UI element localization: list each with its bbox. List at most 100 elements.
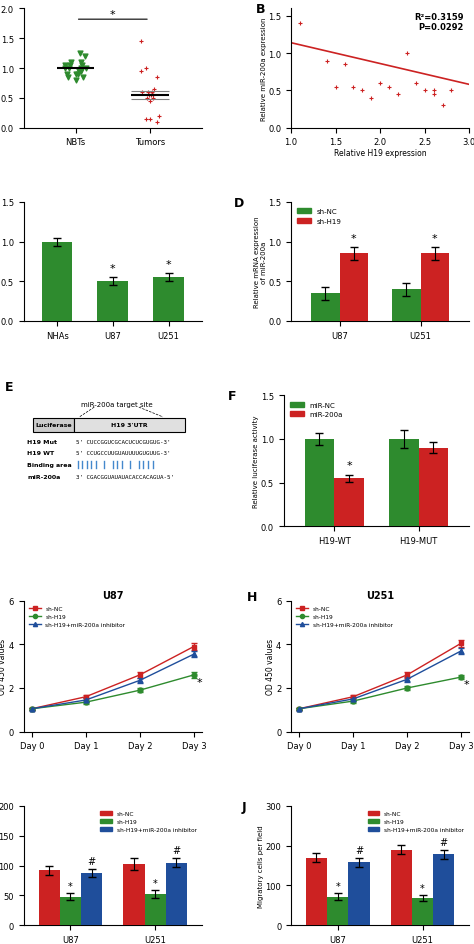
Point — [81, 49, 89, 64]
Point — [296, 17, 304, 32]
Text: 5' CUCCGGUCGCACUCUCGUGUG-3': 5' CUCCGGUCGCACUCUCGUGUG-3' — [76, 439, 170, 445]
Text: *: * — [335, 881, 340, 891]
Point — [65, 61, 73, 76]
Text: *: * — [197, 678, 202, 687]
Point — [76, 64, 83, 79]
Bar — [166, 863, 187, 925]
Point — [358, 84, 366, 99]
Point — [77, 56, 85, 71]
Bar — [74, 418, 185, 432]
Point — [138, 85, 146, 100]
Point — [367, 92, 375, 107]
Text: *: * — [110, 264, 116, 274]
Text: #: # — [440, 837, 448, 848]
Text: *: * — [153, 878, 158, 887]
Point — [332, 80, 339, 95]
Text: #: # — [355, 845, 363, 855]
Point — [350, 80, 357, 95]
Bar — [340, 254, 368, 322]
Legend: sh-NC, sh-H19: sh-NC, sh-H19 — [294, 206, 345, 228]
Bar — [391, 850, 412, 925]
Text: R²=0.3159
P=0.0292: R²=0.3159 P=0.0292 — [414, 13, 464, 32]
Point — [323, 54, 330, 69]
Text: H19 3'UTR: H19 3'UTR — [111, 423, 148, 428]
Bar — [153, 278, 184, 322]
Point — [61, 59, 68, 74]
Title: U251: U251 — [366, 590, 394, 600]
Point — [146, 112, 154, 127]
Text: H: H — [246, 591, 257, 603]
Point — [137, 64, 145, 79]
Bar — [306, 858, 327, 925]
Text: *: * — [346, 461, 352, 471]
Point — [148, 85, 156, 100]
Point — [137, 35, 145, 50]
Point — [153, 115, 161, 130]
Bar — [81, 873, 102, 925]
Text: F: F — [228, 389, 237, 402]
Bar — [123, 864, 145, 925]
Bar — [419, 448, 448, 527]
Bar — [334, 479, 364, 527]
Y-axis label: OD 450 values: OD 450 values — [0, 638, 7, 695]
Bar — [42, 243, 73, 322]
Point — [79, 70, 86, 85]
Point — [64, 70, 72, 85]
Legend: sh-NC, sh-H19, sh-H19+miR-200a inhibitor: sh-NC, sh-H19, sh-H19+miR-200a inhibitor — [27, 604, 128, 630]
Point — [146, 94, 154, 110]
Point — [142, 112, 150, 127]
Text: Luciferase: Luciferase — [35, 423, 72, 428]
Legend: sh-NC, sh-H19, sh-H19+miR-200a inhibitor: sh-NC, sh-H19, sh-H19+miR-200a inhibitor — [98, 809, 199, 834]
Text: 3' CGACGGUAUAUACACCACAGUA-5': 3' CGACGGUAUAUACACCACAGUA-5' — [76, 475, 173, 480]
Bar — [389, 440, 419, 527]
Bar — [33, 418, 74, 432]
Bar — [311, 294, 340, 322]
Y-axis label: Relative luciferase activity: Relative luciferase activity — [254, 415, 259, 508]
Point — [75, 64, 82, 79]
Text: *: * — [420, 883, 425, 893]
Text: D: D — [234, 196, 244, 210]
Bar — [145, 894, 166, 925]
Point — [439, 98, 447, 113]
Bar — [38, 870, 60, 925]
Point — [147, 88, 155, 103]
Point — [67, 56, 75, 71]
Text: #: # — [173, 846, 181, 855]
Bar — [305, 440, 334, 527]
Point — [72, 67, 80, 82]
Bar — [348, 863, 370, 925]
Point — [421, 84, 428, 99]
Point — [155, 109, 163, 124]
Text: *: * — [68, 881, 73, 890]
Point — [63, 67, 70, 82]
Y-axis label: Relative miR-200a expression: Relative miR-200a expression — [261, 17, 267, 121]
Bar — [412, 898, 433, 925]
Text: 5' CCUGCCUUGUAUUUUGUGUUG-3': 5' CCUGCCUUGUAUUUUGUGUUG-3' — [76, 451, 170, 456]
Text: B: B — [255, 4, 265, 16]
Text: Binding area: Binding area — [27, 463, 72, 468]
Bar — [420, 254, 449, 322]
Point — [430, 88, 438, 103]
X-axis label: Relative H19 expression: Relative H19 expression — [334, 148, 427, 158]
Text: H19 WT: H19 WT — [27, 451, 55, 456]
Point — [74, 67, 82, 82]
Legend: sh-NC, sh-H19, sh-H19+miR-200a inhibitor: sh-NC, sh-H19, sh-H19+miR-200a inhibitor — [294, 604, 395, 630]
Point — [82, 61, 90, 76]
Point — [341, 58, 348, 73]
Bar — [433, 854, 455, 925]
Bar — [98, 282, 128, 322]
Point — [376, 76, 384, 92]
Point — [145, 85, 152, 100]
Point — [430, 84, 438, 99]
Bar — [327, 897, 348, 925]
Y-axis label: OD 450 values: OD 450 values — [265, 638, 274, 695]
Text: *: * — [464, 680, 469, 689]
Point — [150, 82, 158, 97]
Point — [403, 46, 410, 61]
Legend: sh-NC, sh-H19, sh-H19+miR-200a inhibitor: sh-NC, sh-H19, sh-H19+miR-200a inhibitor — [365, 809, 466, 834]
Point — [77, 61, 84, 76]
Text: J: J — [241, 801, 246, 813]
Point — [142, 61, 149, 76]
Text: *: * — [432, 234, 438, 244]
Bar — [60, 897, 81, 925]
